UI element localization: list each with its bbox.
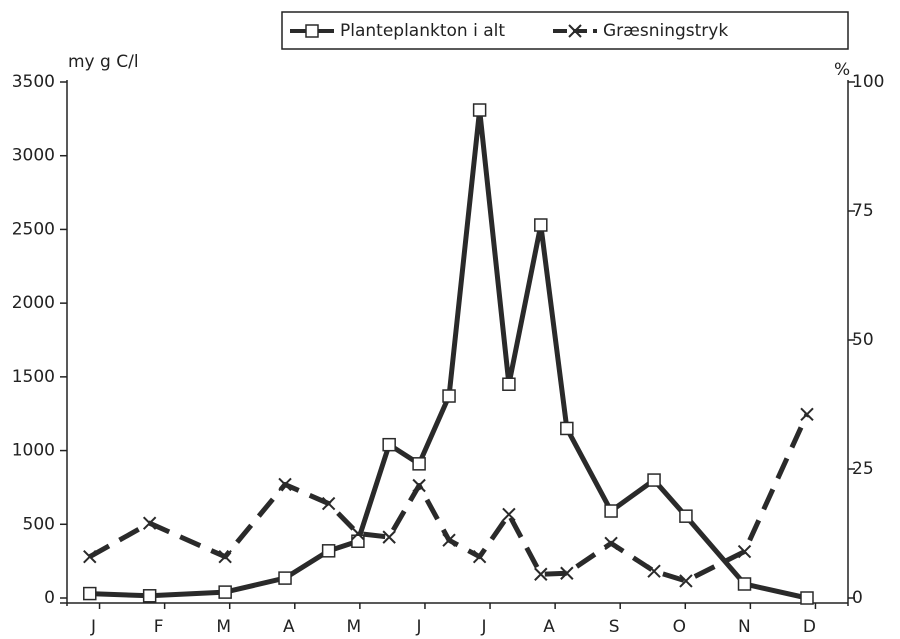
- x-tick-label: A: [283, 617, 295, 637]
- y-tick-label: 3500: [12, 72, 55, 92]
- point: [679, 574, 693, 588]
- point: [142, 516, 157, 530]
- point: [737, 544, 752, 559]
- point: [382, 437, 396, 452]
- point: [534, 567, 548, 581]
- point: [560, 566, 574, 580]
- y-tick-label: 2000: [12, 293, 55, 313]
- point: [647, 564, 661, 578]
- point: [382, 530, 396, 544]
- point: [472, 550, 487, 564]
- point: [647, 473, 661, 487]
- point: [800, 407, 814, 422]
- x-tick-label: M: [216, 617, 231, 637]
- point: [142, 589, 157, 603]
- point: [321, 544, 336, 558]
- y-tick-label: 3000: [12, 146, 55, 166]
- point: [351, 534, 365, 548]
- legend-label: Græsningstryk: [603, 21, 728, 41]
- y-axis-label: my g C/l: [68, 52, 139, 72]
- x-tick-label: D: [803, 617, 816, 637]
- point: [278, 477, 292, 492]
- point: [604, 536, 618, 551]
- y-tick-label: 1000: [12, 441, 55, 461]
- y2-tick-label: 0: [852, 588, 863, 608]
- y-tick-label: 500: [23, 514, 55, 534]
- x-tick-label: N: [738, 617, 751, 637]
- y2-tick-label: 50: [852, 330, 874, 350]
- point: [679, 509, 693, 523]
- x-tick-label: M: [347, 617, 362, 637]
- point: [560, 421, 574, 436]
- y-tick-label: 0: [44, 588, 55, 608]
- y2-tick-label: 100: [852, 72, 884, 92]
- point: [218, 550, 232, 564]
- y-tick-label: 2500: [12, 219, 55, 239]
- x-tick-label: O: [673, 617, 686, 637]
- point: [737, 577, 752, 591]
- legend-marker: [568, 24, 582, 38]
- series-line: [88, 413, 810, 584]
- point: [218, 585, 232, 599]
- point: [502, 507, 516, 522]
- point: [472, 103, 487, 117]
- point: [412, 457, 426, 471]
- point: [412, 478, 426, 493]
- y-tick-label: 1500: [12, 367, 55, 387]
- x-tick-label: S: [609, 617, 620, 637]
- legend-box: [281, 11, 849, 50]
- point: [83, 550, 97, 564]
- series-line: [89, 107, 808, 601]
- point: [534, 218, 548, 232]
- point: [604, 504, 618, 518]
- x-tick-label: J: [481, 617, 487, 637]
- point: [800, 591, 814, 605]
- y2-tick-label: 75: [852, 201, 874, 221]
- x-tick-label: A: [543, 617, 555, 637]
- point: [442, 389, 456, 403]
- legend-marker: [305, 24, 319, 38]
- point: [442, 533, 456, 547]
- x-tick-label: J: [90, 617, 96, 637]
- y2-tick-label: 25: [852, 459, 874, 479]
- y2-axis-label: %: [834, 60, 850, 80]
- point: [321, 496, 336, 511]
- point: [502, 377, 516, 391]
- point: [278, 571, 292, 585]
- legend-label: Planteplankton i alt: [340, 21, 505, 41]
- point: [351, 526, 365, 541]
- x-tick-label: J: [415, 617, 421, 637]
- x-tick-label: F: [154, 617, 164, 637]
- point: [83, 586, 97, 601]
